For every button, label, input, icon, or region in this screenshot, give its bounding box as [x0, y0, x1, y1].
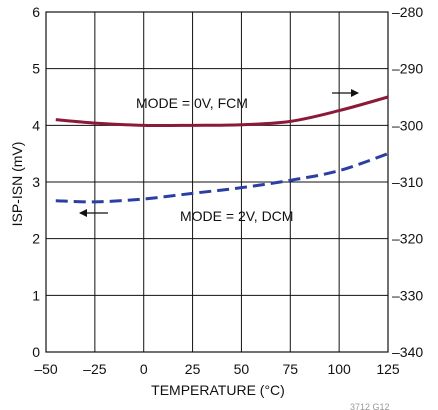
y-tick-label: 1 — [32, 287, 40, 303]
x-tick-label: 25 — [185, 361, 201, 377]
plot-frame — [45, 11, 389, 353]
x-tick-label: 75 — [282, 361, 298, 377]
y2-tick-label: –340 — [392, 344, 423, 360]
y2-tick-label: –330 — [392, 287, 423, 303]
y-tick-label: 3 — [32, 174, 40, 190]
x-tick-label: –50 — [34, 361, 58, 377]
x-axis-label: TEMPERATURE (°C) — [151, 382, 285, 398]
x-tick-label: –25 — [83, 361, 107, 377]
x-tick-labels: –50 –25 0 25 50 75 100 125 — [34, 361, 400, 377]
figure-code: 3712 G12 — [350, 402, 390, 410]
left-y-tick-labels: 0 1 2 3 4 5 6 — [32, 4, 40, 360]
y-tick-label: 0 — [32, 344, 40, 360]
y-tick-label: 2 — [32, 231, 40, 247]
y2-tick-label: –300 — [392, 117, 423, 133]
data-series — [55, 95, 389, 204]
x-tick-label: 125 — [376, 361, 400, 377]
y-tick-label: 6 — [32, 4, 40, 20]
y-axis-label: ISP-ISN (mV) — [9, 142, 25, 227]
x-tick-label: 100 — [327, 361, 351, 377]
x-tick-label: 50 — [234, 361, 250, 377]
right-y-tick-labels: –340 –330 –320 –310 –300 –290 –280 — [392, 4, 423, 360]
y-tick-label: 4 — [32, 117, 40, 133]
y-tick-label: 5 — [32, 61, 40, 77]
annotation-fcm: MODE = 0V, FCM — [136, 95, 248, 111]
y2-tick-label: –290 — [392, 61, 423, 77]
y2-tick-label: –310 — [392, 174, 423, 190]
y2-tick-label: –320 — [392, 231, 423, 247]
x-tick-label: 0 — [140, 361, 148, 377]
series-line-fcm — [55, 95, 389, 128]
grid — [45, 11, 389, 353]
series-line-dcm — [55, 152, 389, 204]
annotation-dcm: MODE = 2V, DCM — [180, 208, 293, 224]
y2-tick-label: –280 — [392, 4, 423, 20]
